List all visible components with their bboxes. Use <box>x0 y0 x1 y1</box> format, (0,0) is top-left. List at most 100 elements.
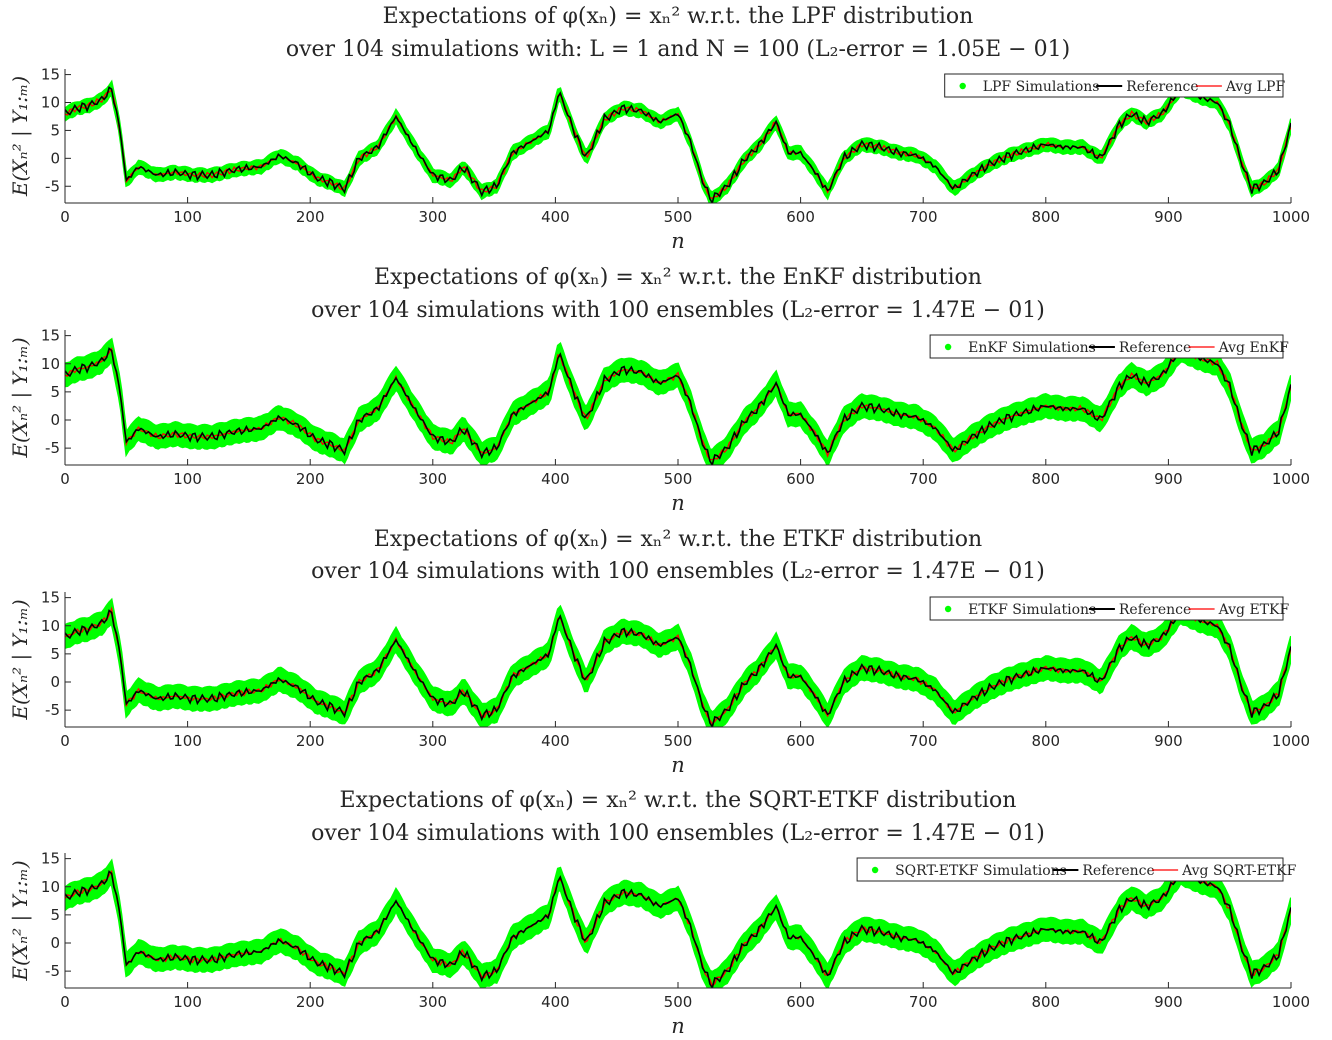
x-tick-label: 700 <box>909 208 938 226</box>
legend-label: SQRT-ETKF Simulations <box>895 863 1067 879</box>
x-axis-label: n <box>671 229 685 253</box>
y-tick-label: 5 <box>50 906 60 924</box>
y-axis-label: E(Xₙ² | Y₁:ₘ) <box>8 599 33 720</box>
plot-area <box>65 337 1291 465</box>
y-tick-label: 10 <box>41 94 60 112</box>
y-tick-label: 15 <box>41 327 60 345</box>
x-tick-label: 200 <box>296 993 325 1011</box>
x-tick-label: 400 <box>541 993 570 1011</box>
plot-area <box>65 597 1291 727</box>
y-tick-label: 0 <box>50 673 60 691</box>
y-tick-label: 10 <box>41 617 60 635</box>
legend-marker <box>871 866 879 874</box>
legend: SQRT-ETKF Simulations Reference Avg SQRT-E… <box>856 857 1297 882</box>
y-tick-label: 15 <box>41 66 60 84</box>
subplot-1: Expectations of φ(xₙ) = xₙ² w.r.t. the L… <box>8 4 1310 253</box>
legend-marker <box>944 605 952 613</box>
legend-label: LPF Simulations <box>983 79 1100 95</box>
x-tick-label: 500 <box>664 208 693 226</box>
legend-marker <box>959 82 966 90</box>
x-tick-label: 500 <box>664 732 693 750</box>
subplot-3: Expectations of φ(xₙ) = xₙ² w.r.t. the E… <box>8 527 1310 777</box>
x-axis-label: n <box>671 1014 685 1038</box>
y-tick-label: 15 <box>41 850 60 868</box>
y-tick-label: 5 <box>50 645 60 663</box>
x-tick-label: 100 <box>173 732 202 750</box>
x-tick-label: 500 <box>664 470 693 488</box>
x-tick-label: 600 <box>786 993 815 1011</box>
chart-title: Expectations of φ(xₙ) = xₙ² w.r.t. the E… <box>374 527 982 552</box>
reference-line <box>65 870 1291 988</box>
y-tick-label: 0 <box>50 411 60 429</box>
y-tick-label: -5 <box>45 701 60 719</box>
chart-subtitle: over 104 simulations with 100 ensembles … <box>311 559 1045 584</box>
x-tick-label: 400 <box>541 208 570 226</box>
chart-title: Expectations of φ(xₙ) = xₙ² w.r.t. the L… <box>383 4 974 29</box>
legend: ETKF Simulations Reference Avg ETKF <box>929 596 1290 621</box>
y-tick-label: 5 <box>50 121 60 139</box>
legend-label: Avg EnKF <box>1218 340 1290 356</box>
x-tick-label: 300 <box>418 993 447 1011</box>
legend-label: ETKF Simulations <box>968 602 1096 618</box>
legend-label: Avg LPF <box>1225 79 1286 95</box>
x-tick-label: 0 <box>60 993 70 1011</box>
chart-title: Expectations of φ(xₙ) = xₙ² w.r.t. the S… <box>340 788 1017 813</box>
reference-line <box>65 86 1291 203</box>
x-tick-label: 200 <box>296 208 325 226</box>
plot-area <box>65 79 1291 203</box>
y-tick-label: 5 <box>50 383 60 401</box>
x-tick-label: 800 <box>1031 732 1060 750</box>
x-tick-label: 500 <box>664 993 693 1011</box>
legend-label: Reference <box>1082 863 1154 879</box>
x-tick-label: 300 <box>418 208 447 226</box>
x-tick-label: 1000 <box>1272 732 1310 750</box>
y-axis-label: E(Xₙ² | Y₁:ₘ) <box>8 337 33 458</box>
x-tick-label: 1000 <box>1272 993 1310 1011</box>
x-tick-label: 300 <box>418 470 447 488</box>
y-tick-label: 15 <box>41 589 60 607</box>
x-tick-label: 200 <box>296 470 325 488</box>
subplot-4: Expectations of φ(xₙ) = xₙ² w.r.t. the S… <box>8 788 1310 1038</box>
x-tick-label: 600 <box>786 470 815 488</box>
reference-line <box>65 609 1291 727</box>
legend-label: Reference <box>1126 79 1198 95</box>
y-axis-label: E(Xₙ² | Y₁:ₘ) <box>8 76 33 197</box>
x-tick-label: 0 <box>60 208 70 226</box>
x-tick-label: 800 <box>1031 470 1060 488</box>
chart-subtitle: over 104 simulations with 100 ensembles … <box>311 821 1045 846</box>
legend: LPF Simulations Reference Avg LPF <box>944 73 1286 98</box>
legend-marker <box>944 343 952 351</box>
x-tick-label: 400 <box>541 470 570 488</box>
x-tick-label: 900 <box>1154 993 1183 1011</box>
y-tick-label: 10 <box>41 878 60 896</box>
x-tick-label: 1000 <box>1272 470 1310 488</box>
x-tick-label: 200 <box>296 732 325 750</box>
x-tick-label: 1000 <box>1272 208 1310 226</box>
legend-label: Avg ETKF <box>1218 602 1290 618</box>
plot-area <box>65 858 1291 988</box>
x-tick-label: 900 <box>1154 470 1183 488</box>
y-tick-label: 0 <box>50 934 60 952</box>
y-tick-label: -5 <box>45 177 60 195</box>
x-tick-label: 800 <box>1031 208 1060 226</box>
subplot-2: Expectations of φ(xₙ) = xₙ² w.r.t. the E… <box>8 265 1310 515</box>
y-axis-label: E(Xₙ² | Y₁:ₘ) <box>8 860 33 981</box>
y-tick-label: -5 <box>45 962 60 980</box>
x-tick-label: 900 <box>1154 208 1183 226</box>
x-tick-label: 0 <box>60 732 70 750</box>
simulations-band <box>65 79 1291 203</box>
legend-label: EnKF Simulations <box>968 340 1096 356</box>
y-tick-label: -5 <box>45 439 60 457</box>
chart-subtitle: over 104 simulations with 100 ensembles … <box>311 298 1045 323</box>
legend-label: Reference <box>1119 602 1191 618</box>
x-tick-label: 600 <box>786 732 815 750</box>
x-tick-label: 600 <box>786 208 815 226</box>
legend-label: Reference <box>1119 340 1191 356</box>
x-axis-label: n <box>671 753 685 777</box>
x-axis-label: n <box>671 491 685 515</box>
y-tick-label: 10 <box>41 355 60 373</box>
x-tick-label: 700 <box>909 993 938 1011</box>
x-tick-label: 100 <box>173 208 202 226</box>
x-tick-label: 300 <box>418 732 447 750</box>
